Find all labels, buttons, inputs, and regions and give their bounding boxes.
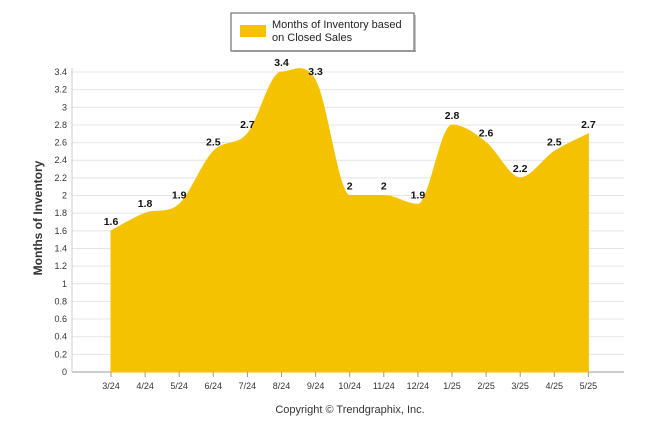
- x-tick-label: 10/24: [338, 381, 361, 391]
- data-label: 3.4: [274, 57, 289, 69]
- y-tick-label: 3.2: [54, 85, 67, 95]
- legend-line-1: Months of Inventory based: [272, 19, 402, 31]
- data-label: 2.7: [240, 119, 255, 131]
- x-tick-label: 11/24: [373, 381, 395, 391]
- x-axis: 3/24 4/24 5/24 6/24 7/24 8/24 9/24 10/24 11/24 12…: [102, 372, 597, 391]
- x-tick-label: 5/24: [170, 381, 188, 391]
- y-tick-label: 3.4: [54, 67, 67, 77]
- y-axis: 0 0.2 0.4 0.6 0.8 1 1.2 1.4 1.6 1.8 2 2.2 2.4 2.6 2.8 3…: [54, 67, 73, 377]
- x-tick-label: 8/24: [273, 381, 291, 391]
- x-tick-label: 1/25: [443, 381, 461, 391]
- y-tick-label: 1: [62, 279, 67, 289]
- y-tick-label: 1.6: [54, 226, 67, 236]
- legend-shadow-side: [414, 15, 416, 52]
- data-label: 2.8: [445, 110, 460, 122]
- data-label: 2: [347, 181, 353, 193]
- data-label: 1.9: [172, 189, 187, 201]
- data-label: 2.5: [206, 136, 221, 148]
- y-tick-label: 0.2: [54, 349, 67, 359]
- y-axis-title: Months of Inventory: [31, 160, 45, 275]
- data-label: 2.2: [513, 163, 528, 175]
- y-tick-label: 0: [62, 367, 67, 377]
- data-label: 2.7: [581, 119, 596, 131]
- data-labels: 1.6 1.8 1.9 2.5 2.7 3.4 3.3 2 2 1.9 2.8 2.6 2.2 2.5 2.…: [104, 57, 596, 228]
- data-label: 1.8: [138, 198, 153, 210]
- x-tick-label: 4/24: [136, 381, 154, 391]
- legend[interactable]: Months of Inventory based on Closed Sale…: [230, 12, 416, 52]
- data-label: 1.6: [104, 216, 119, 228]
- legend-shadow: [233, 50, 416, 52]
- x-tick-label: 3/25: [511, 381, 529, 391]
- y-tick-label: 1.8: [54, 208, 67, 218]
- x-tick-label: 2/25: [477, 381, 495, 391]
- y-tick-label: 0.4: [54, 332, 67, 342]
- legend-swatch: [240, 25, 266, 37]
- y-tick-label: 0.6: [54, 314, 67, 324]
- data-label: 2.6: [479, 128, 494, 140]
- x-tick-label: 6/24: [205, 381, 223, 391]
- copyright-footer: Copyright © Trendgraphix, Inc.: [275, 404, 424, 416]
- x-tick-label: 9/24: [307, 381, 325, 391]
- x-tick-label: 12/24: [407, 381, 430, 391]
- x-tick-label: 4/25: [546, 381, 564, 391]
- data-label: 3.3: [308, 66, 323, 78]
- y-tick-label: 0.8: [54, 296, 67, 306]
- y-tick-label: 2: [62, 191, 67, 201]
- y-tick-label: 1.2: [54, 261, 67, 271]
- y-tick-label: 3: [62, 102, 67, 112]
- data-label: 1.9: [411, 189, 426, 201]
- data-label: 2: [381, 181, 387, 193]
- y-tick-label: 2.6: [54, 138, 67, 148]
- y-tick-label: 1.4: [54, 243, 67, 253]
- x-tick-label: 3/24: [102, 381, 120, 391]
- x-tick-label: 5/25: [580, 381, 598, 391]
- legend-line-2: on Closed Sales: [272, 32, 353, 44]
- y-tick-label: 2.8: [54, 120, 67, 130]
- y-tick-label: 2.4: [54, 155, 67, 165]
- y-tick-label: 2.2: [54, 173, 67, 183]
- inventory-area: [110, 68, 589, 373]
- data-label: 2.5: [547, 136, 562, 148]
- x-tick-label: 7/24: [239, 381, 257, 391]
- area-layer: [110, 68, 589, 373]
